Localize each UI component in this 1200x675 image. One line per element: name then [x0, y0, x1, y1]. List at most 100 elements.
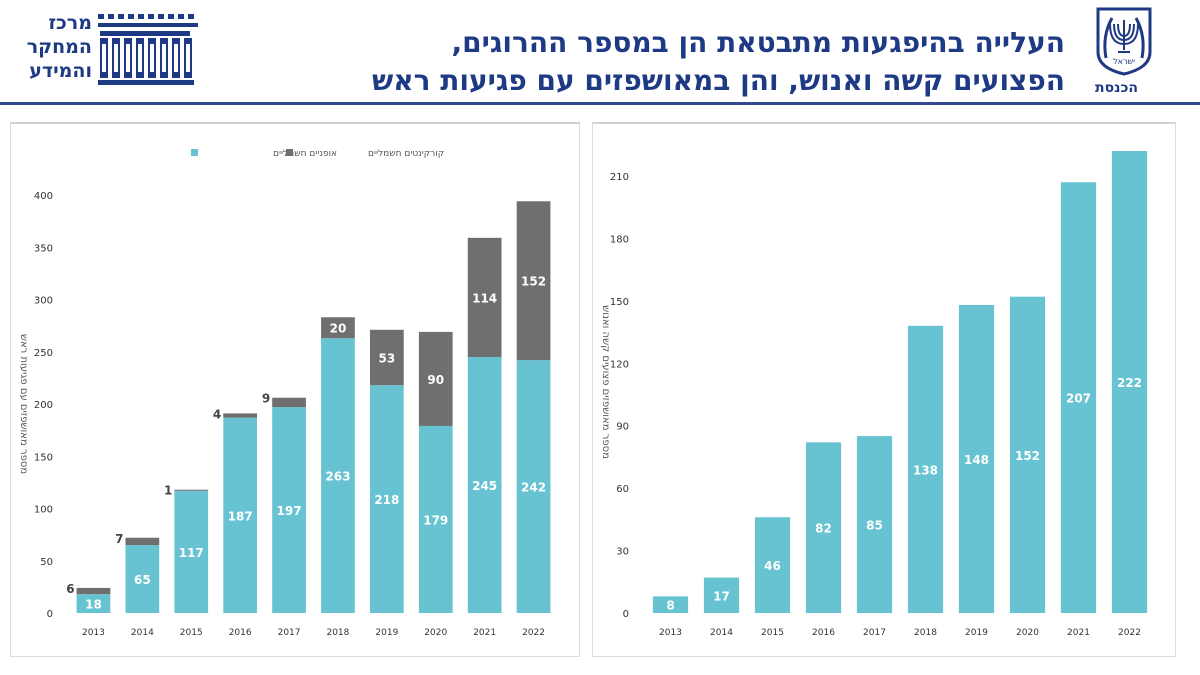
x-tick-label: 2015	[761, 628, 784, 638]
left-chart-panel: 0 50 100 150 200 250 300 350 400 מספר מאושפזים עם…	[10, 122, 580, 657]
bar-segment-stacked	[418, 331, 453, 426]
bar-value-label: 20	[330, 322, 347, 336]
y-tick-label: 150	[34, 452, 53, 463]
bar-segment-stacked	[125, 537, 160, 546]
slide-title-line-2: הפצועים קשה ואנוש, והן במאושפזים עם פגיע…	[372, 64, 1065, 97]
y-axis-title: מספר מאושפזים פצועים קשה ואנוש	[600, 305, 611, 459]
bar-segment-stacked	[174, 489, 209, 491]
x-tick-label: 2016	[812, 628, 835, 638]
research-center-logo-icon	[98, 14, 198, 85]
bar-segment-stacked	[223, 413, 258, 418]
knesset-label: הכנסת	[1095, 80, 1138, 96]
y-axis-title: מספר מאושפזים עם פגיעות ראש	[18, 334, 29, 474]
bar-segment	[652, 596, 689, 613]
y-tick-label: 0	[47, 609, 53, 620]
y-tick-label: 50	[40, 557, 53, 568]
slide-header: מרכז המחקר והמידע העלייה בהיפגעות מתבטאת…	[0, 0, 1200, 108]
x-tick-label: 2018	[914, 628, 937, 638]
x-tick-label: 2018	[326, 628, 349, 638]
bar-value-label: 9	[262, 392, 270, 406]
x-tick-label: 2017	[863, 628, 886, 638]
x-tick-label: 2017	[278, 628, 301, 638]
bar-segment-stacked	[76, 587, 111, 595]
bar-segment	[754, 517, 791, 613]
x-tick-label: 2022	[1118, 628, 1141, 638]
legend-swatch	[286, 149, 293, 156]
bar-value-label: 207	[1066, 392, 1091, 406]
right-chart-panel: 0 30 60 90 120 150 180 210 מספר מאושפזים פצועים …	[592, 122, 1176, 657]
y-tick-label: 250	[34, 348, 53, 359]
bar-value-label: 4	[213, 407, 221, 421]
bar-value-label: 90	[427, 373, 444, 387]
bar-value-label: 46	[764, 559, 781, 573]
knesset-emblem-icon: ישראל	[1096, 7, 1152, 76]
y-tick-label: 210	[610, 172, 629, 183]
x-tick-label: 2014	[131, 628, 154, 638]
center-logo-line-3: והמידע	[29, 60, 92, 82]
bar-segment	[418, 425, 453, 613]
y-tick-label: 30	[616, 547, 629, 558]
bar-segment	[856, 436, 893, 613]
bar-value-label: 138	[913, 463, 938, 477]
bar-value-label: 152	[1015, 449, 1040, 463]
bar-value-label: 152	[521, 275, 546, 289]
y-tick-label: 400	[34, 191, 53, 202]
x-tick-label: 2021	[473, 628, 496, 638]
bar-segment-stacked	[516, 201, 551, 361]
bar-value-label: 18	[85, 598, 102, 612]
bar-segment-stacked	[369, 329, 404, 386]
y-tick-label: 90	[616, 422, 629, 433]
bar-segment	[467, 356, 502, 613]
header-rule	[0, 102, 1200, 105]
bar-value-label: 242	[521, 481, 546, 495]
bar-segment	[1111, 151, 1148, 613]
head-injury-stacked-bar-chart: 0 50 100 150 200 250 300 350 400 מספר מאושפזים עם…	[18, 149, 551, 638]
x-tick-label: 2014	[710, 628, 733, 638]
bar-value-label: 179	[423, 513, 448, 527]
x-tick-label: 2019	[965, 628, 988, 638]
bar-segment	[272, 407, 306, 613]
bar-segment	[958, 305, 995, 613]
bar-value-label: 245	[472, 479, 497, 493]
y-tick-label: 350	[34, 243, 53, 254]
x-tick-label: 2019	[375, 628, 398, 638]
legend-label: אופניים חשמליים	[273, 149, 337, 159]
bar-segment	[223, 417, 258, 613]
bar-segment	[805, 442, 842, 613]
bar-value-label: 82	[815, 522, 832, 536]
y-tick-label: 150	[610, 297, 629, 308]
bar-value-label: 7	[115, 532, 123, 546]
bar-value-label: 6	[66, 582, 74, 596]
x-tick-label: 2015	[180, 628, 203, 638]
y-tick-label: 0	[623, 609, 629, 620]
x-tick-label: 2013	[659, 628, 682, 638]
bar-value-label: 65	[134, 573, 151, 587]
bar-value-label: 8	[666, 599, 674, 613]
bar-value-label: 85	[866, 519, 883, 533]
bar-segment	[174, 490, 209, 613]
emblem-caption: ישראל	[1113, 57, 1135, 66]
y-tick-label: 120	[610, 359, 629, 370]
bar-segment	[1009, 296, 1046, 613]
x-tick-label: 2016	[229, 628, 252, 638]
x-tick-label: 2013	[82, 628, 105, 638]
bar-segment-stacked	[321, 317, 355, 339]
severe-injury-bar-chart: 0 30 60 90 120 150 180 210 מספר מאושפזים פצועים …	[600, 151, 1148, 638]
bar-value-label: 117	[179, 546, 204, 560]
y-tick-label: 100	[34, 505, 53, 516]
legend-label: קורקינטים חשמליים	[368, 149, 444, 159]
bar-value-label: 218	[374, 493, 399, 507]
bar-value-label: 114	[472, 291, 497, 305]
bar-segment	[1060, 182, 1097, 613]
bar-segment-stacked	[467, 237, 502, 357]
center-logo-line-2: המחקר	[26, 36, 92, 58]
y-tick-label: 60	[616, 484, 629, 495]
bar-value-label: 263	[325, 470, 350, 484]
y-tick-label: 180	[610, 234, 629, 245]
center-logo-line-1: מרכז	[48, 12, 92, 34]
bar-value-label: 148	[964, 453, 989, 467]
y-tick-label: 200	[34, 400, 53, 411]
bar-value-label: 222	[1117, 376, 1142, 390]
bar-value-label: 1	[164, 484, 172, 498]
x-tick-label: 2020	[424, 628, 447, 638]
